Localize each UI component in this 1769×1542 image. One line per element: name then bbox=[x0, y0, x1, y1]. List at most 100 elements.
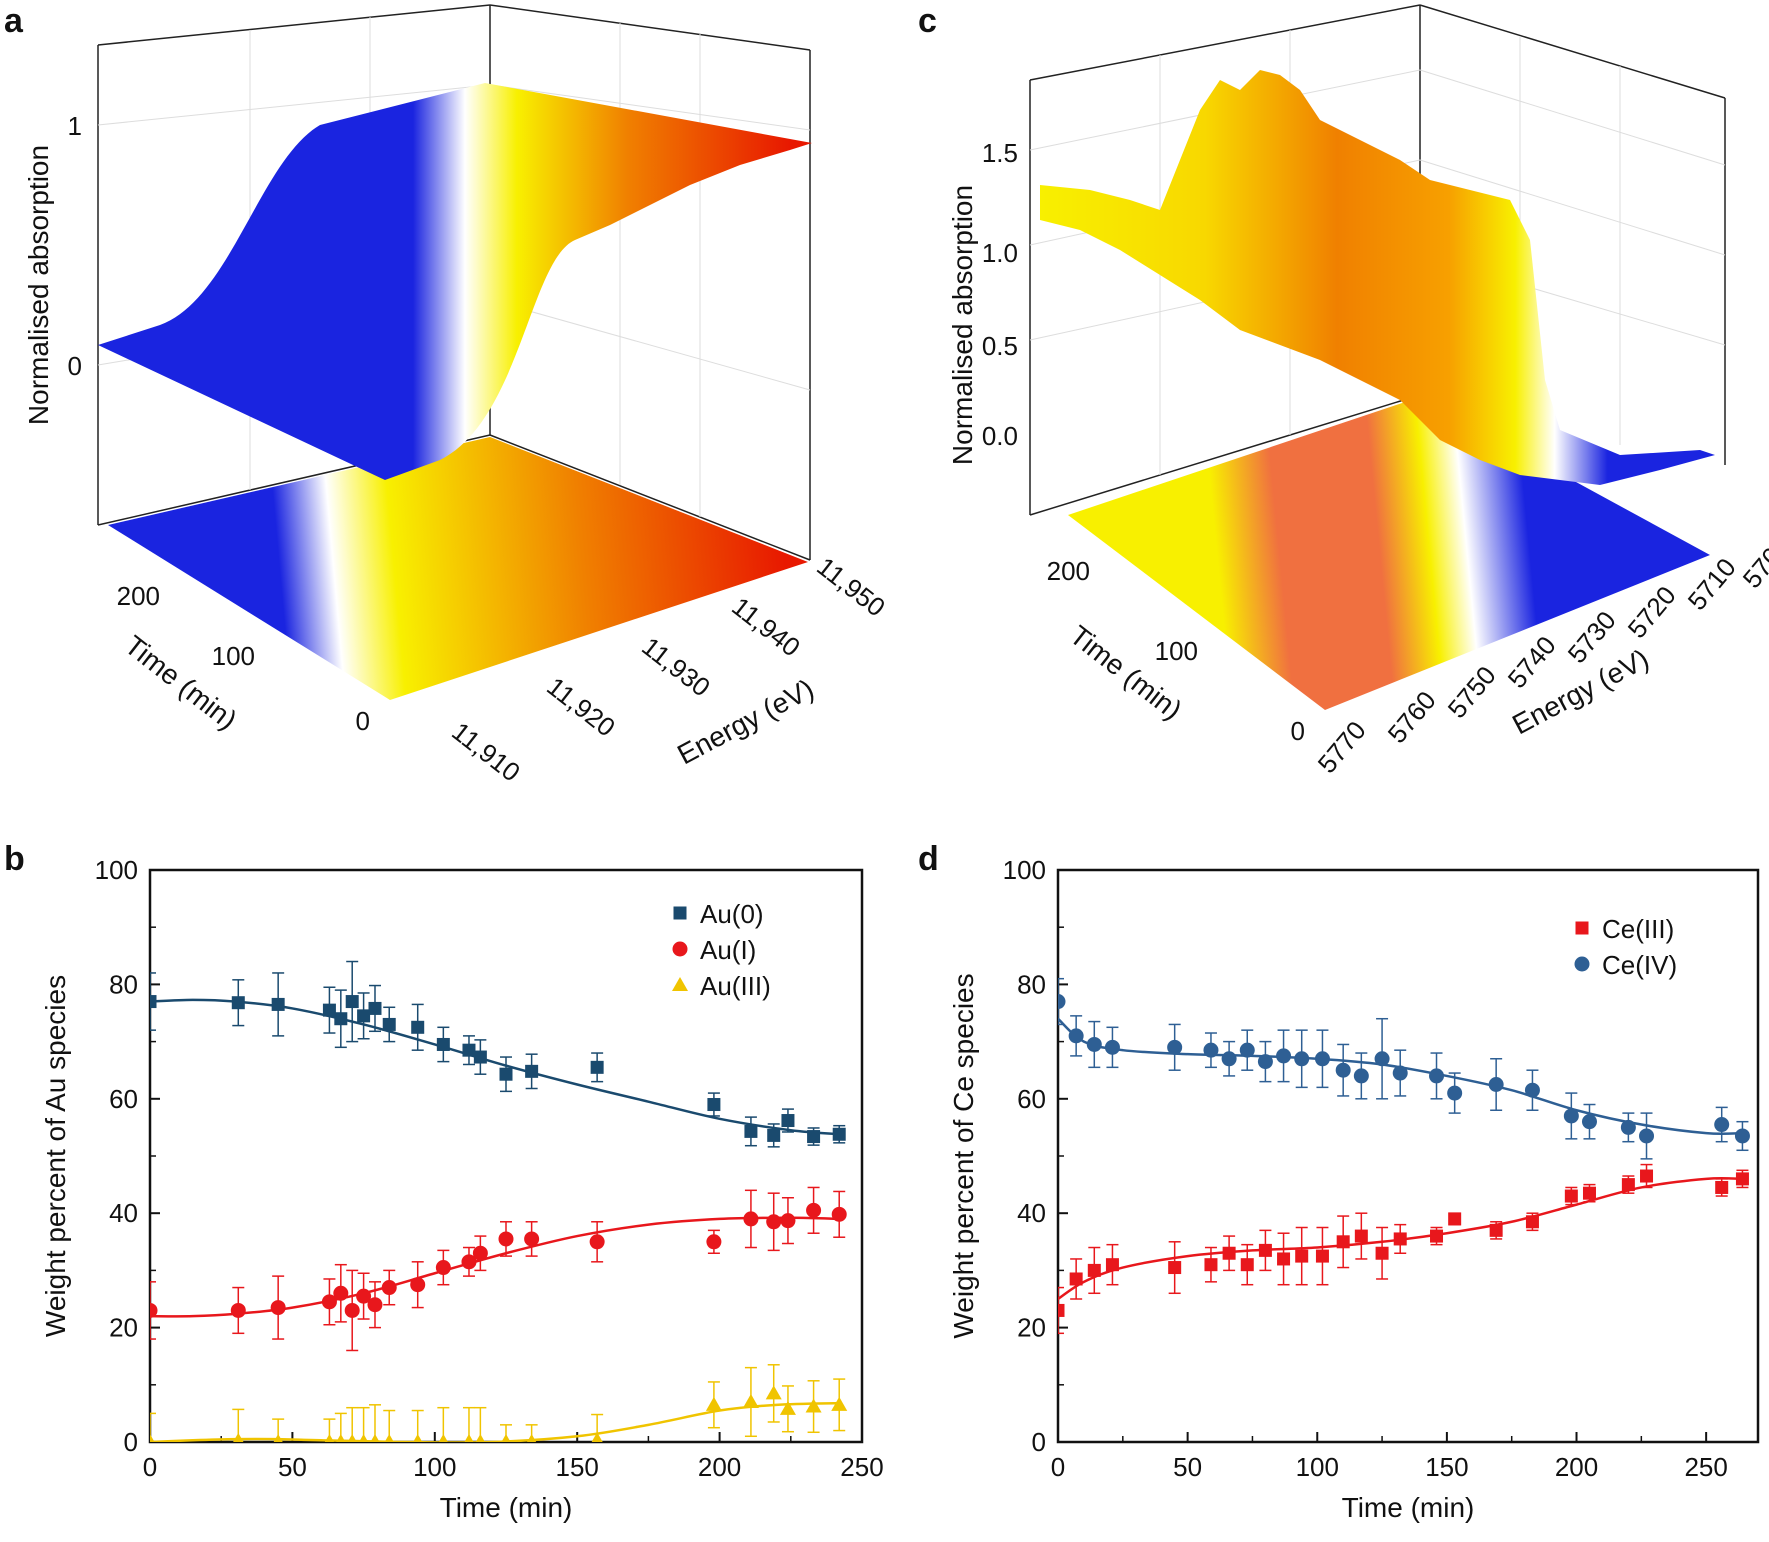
panel-b-series-au-iii-point bbox=[384, 1434, 394, 1442]
panel-d-series-ce-iii-point bbox=[1354, 1229, 1368, 1243]
panel-b-series-au-i-point bbox=[472, 1245, 488, 1261]
panel-d-series-ce-iii-point bbox=[1105, 1258, 1119, 1272]
panel-b-series-au-0-point bbox=[150, 995, 157, 1009]
panel-b-xtick-label: 200 bbox=[698, 1452, 741, 1482]
panel-b-series-au-0-point bbox=[462, 1043, 476, 1057]
panel-c-surface bbox=[1040, 70, 1715, 485]
panel-c-z-axis: Normalised absorption 0.0 0.5 1.0 1.5 bbox=[947, 138, 1018, 465]
panel-b-series-au-i-fit-line bbox=[150, 1216, 840, 1318]
panel-d-series-ce-iii-point bbox=[1582, 1186, 1596, 1200]
panel-b-series-au-i-point bbox=[831, 1206, 847, 1222]
panel-d-series-ce-iii-point bbox=[1621, 1178, 1635, 1192]
panel-d-series-ce-iii-point bbox=[1735, 1172, 1749, 1186]
panel-b-series-au-0-point bbox=[334, 1012, 348, 1026]
panel-c-z-tick-3: 1.5 bbox=[982, 138, 1018, 168]
panel-b-xtick-label: 50 bbox=[278, 1452, 307, 1482]
panel-b-ytick-label: 40 bbox=[109, 1198, 138, 1228]
panel-d-series-ce-iii-point bbox=[1069, 1272, 1083, 1286]
panel-b-ytick-label: 80 bbox=[109, 969, 138, 999]
panel-a-z-label: Normalised absorption bbox=[23, 145, 54, 425]
panel-letter-c: c bbox=[918, 2, 937, 40]
panel-c-z-label: Normalised absorption bbox=[947, 185, 978, 465]
panel-d-series-ce-iii-point bbox=[1640, 1169, 1654, 1183]
panel-b-legend-marker bbox=[672, 977, 688, 991]
panel-b-legend-label: Au(III) bbox=[700, 971, 771, 1001]
panel-b-series-au-i-point bbox=[589, 1234, 605, 1250]
panel-d-series-ce-iii-point bbox=[1222, 1246, 1236, 1260]
panel-d-series-ce-iv-point bbox=[1620, 1119, 1636, 1135]
panel-d-series-ce-iii-point bbox=[1258, 1243, 1272, 1257]
panel-d-xtick-label: 200 bbox=[1555, 1452, 1598, 1482]
panel-d-series-ce-iv-point bbox=[1058, 994, 1066, 1010]
panel-b-series-au-i-point bbox=[743, 1211, 759, 1227]
panel-b-series-au-0-point bbox=[707, 1098, 721, 1112]
panel-a-energy-tick-1: 11,920 bbox=[541, 671, 621, 742]
panel-b-series-au-i-point bbox=[321, 1294, 337, 1310]
panel-d-series-ce-iv-point bbox=[1086, 1036, 1102, 1052]
panel-d-legend: Ce(III) Ce(IV) bbox=[1574, 914, 1677, 980]
panel-d-series-ce-iii-point bbox=[1489, 1223, 1503, 1237]
panel-letter-a: a bbox=[4, 2, 24, 40]
panel-b-y-axis-label: Weight percent of Au species bbox=[40, 975, 71, 1337]
panel-d-xtick-label: 0 bbox=[1051, 1452, 1065, 1482]
panel-d-series-ce-iv-point bbox=[1239, 1042, 1255, 1058]
panel-b-series-au-iii-point bbox=[233, 1432, 244, 1442]
panel-b-series-au-iii-point bbox=[324, 1434, 334, 1442]
panel-b-xtick-label: 100 bbox=[413, 1452, 456, 1482]
panel-b-series-au-iii-point bbox=[413, 1434, 423, 1442]
panel-c-z-tick-0: 0.0 bbox=[982, 421, 1018, 451]
panel-d-series-ce-iv-point bbox=[1734, 1128, 1750, 1144]
panel-b-series-au-iii-fit-line bbox=[150, 1401, 840, 1442]
panel-a-z-axis: Normalised absorption 0 1 bbox=[23, 111, 82, 425]
panel-c-energy-tick-2: 5750 bbox=[1442, 660, 1502, 724]
panel-d-series-ce-iv-point bbox=[1447, 1085, 1463, 1101]
panel-d-series-ce-iii-point bbox=[1336, 1235, 1350, 1249]
panel-c-energy-tick-0: 5770 bbox=[1312, 715, 1372, 779]
panel-d-series-ce-iii-point bbox=[1240, 1258, 1254, 1272]
panel-b-series-au-0-point bbox=[499, 1067, 513, 1081]
panel-d-legend-marker bbox=[1575, 921, 1589, 935]
panel-d-x-axis-label: Time (min) bbox=[1342, 1492, 1475, 1523]
panel-b-legend-label: Au(0) bbox=[700, 899, 764, 929]
panel-c-z-tick-1: 0.5 bbox=[982, 331, 1018, 361]
panel-d-xtick-label: 100 bbox=[1296, 1452, 1339, 1482]
panel-a-energy-tick-4: 11,950 bbox=[811, 551, 891, 622]
panel-d-series-ce-iv-point bbox=[1104, 1039, 1120, 1055]
panel-d-legend-marker bbox=[1574, 956, 1590, 972]
panel-b-series-au-0-fit-line bbox=[150, 998, 840, 1136]
panel-b-series-au-0-point bbox=[590, 1060, 604, 1074]
panel-d-series-ce-iv-point bbox=[1488, 1077, 1504, 1092]
panel-b-xtick-label: 0 bbox=[143, 1452, 157, 1482]
panel-d-series-ce-iii-point bbox=[1204, 1258, 1218, 1272]
panel-b-series-au-i bbox=[150, 1186, 847, 1352]
panel-b-series-au-0-point bbox=[436, 1037, 450, 1051]
panel-b-series-au-0-point bbox=[807, 1130, 821, 1144]
panel-b-xtick-label: 250 bbox=[840, 1452, 883, 1482]
panel-b-x-axis-label: Time (min) bbox=[440, 1492, 573, 1523]
panel-b-series-au-i-point bbox=[498, 1231, 514, 1247]
panel-d-xtick-label: 250 bbox=[1684, 1452, 1727, 1482]
panel-d-series-ce-iii-point bbox=[1564, 1189, 1578, 1203]
panel-d-series-ce-iv-point bbox=[1257, 1054, 1273, 1070]
panel-b-series-au-i-point bbox=[806, 1202, 822, 1218]
panel-b-series-au-0-point bbox=[525, 1064, 539, 1078]
panel-d-series-ce-iii-point bbox=[1430, 1229, 1444, 1243]
panel-c-time-tick-100: 100 bbox=[1155, 636, 1198, 666]
panel-d-series-ce-iii-point bbox=[1448, 1212, 1462, 1226]
panel-b-series-au-iii-point bbox=[464, 1434, 474, 1442]
panel-b-series-au-0-point bbox=[473, 1050, 487, 1064]
panel-b-legend-marker bbox=[673, 906, 687, 920]
panel-b-series-au-iii-point bbox=[705, 1396, 722, 1411]
panel-d-series-ce-iii-point bbox=[1375, 1246, 1389, 1260]
panel-d-series-ce-iii-point bbox=[1087, 1263, 1101, 1277]
panel-b-series-au-0 bbox=[150, 960, 846, 1148]
panel-d-series-ce-iii-point bbox=[1277, 1252, 1291, 1266]
panel-d-series-ce-iv-point bbox=[1221, 1051, 1237, 1067]
panel-c-energy-tick-5: 5720 bbox=[1622, 580, 1682, 644]
panel-b-series-au-iii-point bbox=[805, 1398, 822, 1413]
panel-b-series-au-0-point bbox=[744, 1124, 758, 1138]
panel-b-series-au-0-point bbox=[781, 1114, 795, 1128]
panel-a: a Normalised absorption 0 1 bbox=[4, 2, 891, 787]
panel-b-series-au-iii-point bbox=[527, 1434, 537, 1442]
